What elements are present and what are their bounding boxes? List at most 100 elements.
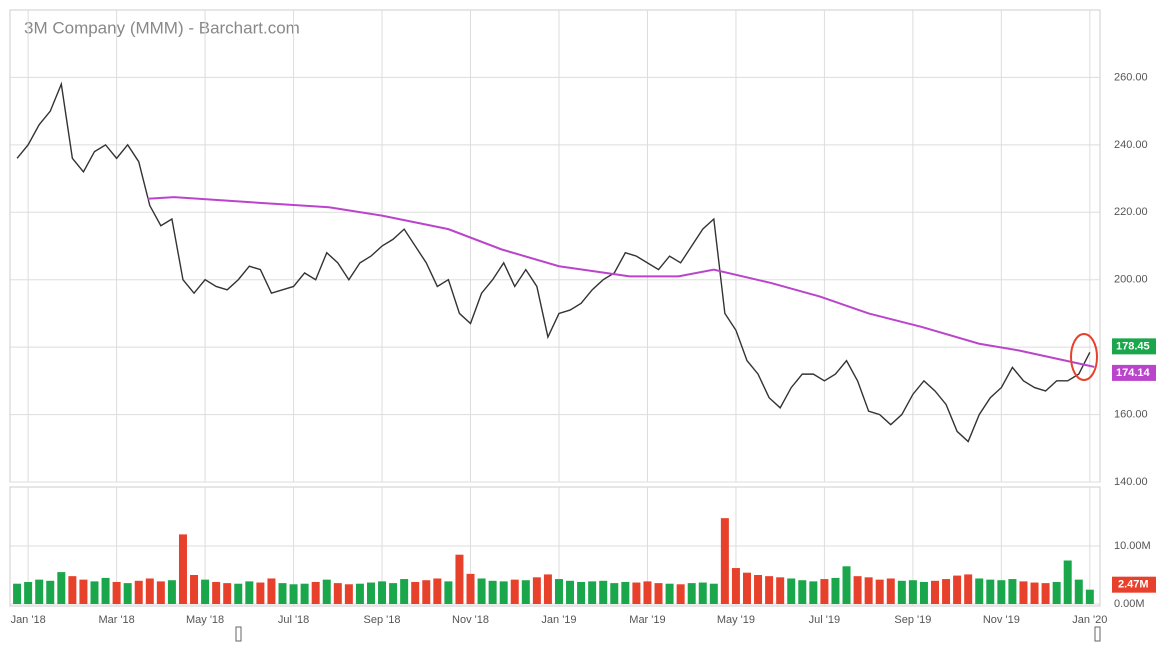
volume-bar	[809, 581, 818, 604]
x-tick-label: Jul '19	[809, 614, 840, 626]
scroll-handle[interactable]	[235, 626, 242, 642]
volume-bar	[1074, 579, 1083, 604]
volume-bar	[720, 518, 729, 604]
moving-average	[147, 196, 1095, 368]
volume-bar	[333, 583, 342, 604]
volume-bar	[875, 579, 884, 604]
volume-bar	[190, 575, 199, 604]
volume-bar	[134, 580, 143, 604]
volume-bar	[621, 581, 630, 604]
volume-bar	[676, 584, 685, 604]
volume-bar	[831, 577, 840, 604]
volume-bar	[477, 578, 486, 604]
volume-bar	[378, 581, 387, 604]
volume-bar	[344, 584, 353, 604]
y-tick-label: 160.00	[1114, 408, 1148, 420]
volume-bar	[289, 584, 298, 604]
volume-bar	[234, 583, 243, 604]
last-value-label: 174.14	[1116, 367, 1151, 379]
volume-bar	[687, 583, 696, 604]
volume-bar	[953, 575, 962, 604]
volume-bar	[864, 577, 873, 604]
price-line	[16, 81, 1091, 443]
volume-bar	[156, 581, 165, 604]
volume-bar	[599, 580, 608, 604]
volume-bar	[433, 578, 442, 604]
scroll-handle[interactable]	[1094, 626, 1101, 642]
volume-bar	[400, 579, 409, 604]
y-tick-label: 10.00M	[1114, 540, 1151, 552]
y-tick-label: 140.00	[1114, 476, 1148, 488]
volume-bar	[455, 554, 464, 604]
volume-bar	[698, 582, 707, 604]
volume-bar	[35, 579, 44, 604]
volume-bar	[245, 581, 254, 604]
volume-bar	[278, 583, 287, 604]
x-tick-label: Sep '19	[894, 614, 931, 626]
volume-bar	[145, 578, 154, 604]
volume-bar	[13, 583, 22, 604]
volume-bar	[942, 579, 951, 604]
x-tick-label: Jan '18	[11, 614, 46, 626]
y-tick-label: 240.00	[1114, 139, 1148, 151]
volume-bar	[577, 581, 586, 604]
volume-bar	[300, 583, 309, 604]
price-panel	[9, 9, 1101, 483]
volume-bar	[1041, 583, 1050, 604]
x-tick-label: Jan '20	[1072, 614, 1107, 626]
volume-bar	[997, 580, 1006, 604]
volume-bar	[112, 581, 121, 604]
volume-bar	[886, 578, 895, 604]
volume-bar	[1063, 560, 1072, 604]
volume-bar	[389, 583, 398, 604]
volume-bar	[610, 583, 619, 604]
volume-bar	[355, 583, 364, 604]
volume-bar	[510, 579, 519, 604]
volume-bar	[897, 580, 906, 604]
volume-bar	[68, 576, 77, 604]
volume-bar	[322, 579, 331, 604]
x-tick-label: Jul '18	[278, 614, 309, 626]
volume-bar	[643, 581, 652, 604]
volume-bar	[1030, 582, 1039, 604]
volume-bar	[223, 583, 232, 604]
volume-bar	[178, 534, 187, 604]
volume-bar	[588, 581, 597, 604]
volume-bar	[256, 582, 265, 604]
y-tick-label: 260.00	[1114, 71, 1148, 83]
volume-bar	[709, 583, 718, 604]
volume-bar	[632, 582, 641, 604]
volume-bar	[212, 581, 221, 604]
volume-bar	[930, 580, 939, 604]
volume-bar	[123, 583, 132, 604]
x-tick-label: Sep '18	[364, 614, 401, 626]
volume-bar	[90, 581, 99, 604]
chart-title: 3M Company (MMM) - Barchart.com	[24, 18, 300, 37]
volume-bar	[964, 574, 973, 604]
volume-bar	[24, 581, 33, 604]
plot-layer: Jan '18 Mar '18 May '18 Jul '18 Sep '18 Nov '…	[10, 10, 1156, 626]
volume-bar	[1019, 581, 1028, 604]
volume-bar	[853, 576, 862, 604]
volume-bar	[842, 566, 851, 604]
x-tick-label: Nov '18	[452, 614, 489, 626]
last-value-box	[1112, 364, 1156, 381]
volume-bar	[46, 580, 55, 604]
volume-bar	[311, 581, 320, 604]
last-volume-box	[1112, 576, 1156, 593]
x-tick-label: May '19	[717, 614, 755, 626]
x-tick-label: Nov '19	[983, 614, 1020, 626]
volume-bar	[499, 581, 508, 604]
volume-bar	[422, 580, 431, 604]
x-tick-label: Mar '19	[629, 614, 665, 626]
volume-bar	[820, 579, 829, 604]
y-tick-label: 200.00	[1114, 274, 1148, 286]
volume-bar	[543, 574, 552, 604]
volume-bar	[1085, 589, 1094, 604]
volume-bar	[566, 580, 575, 604]
volume-bar	[798, 580, 807, 604]
volume-bar	[654, 583, 663, 604]
volume-bar	[776, 577, 785, 604]
highlight-circle	[1070, 333, 1098, 381]
